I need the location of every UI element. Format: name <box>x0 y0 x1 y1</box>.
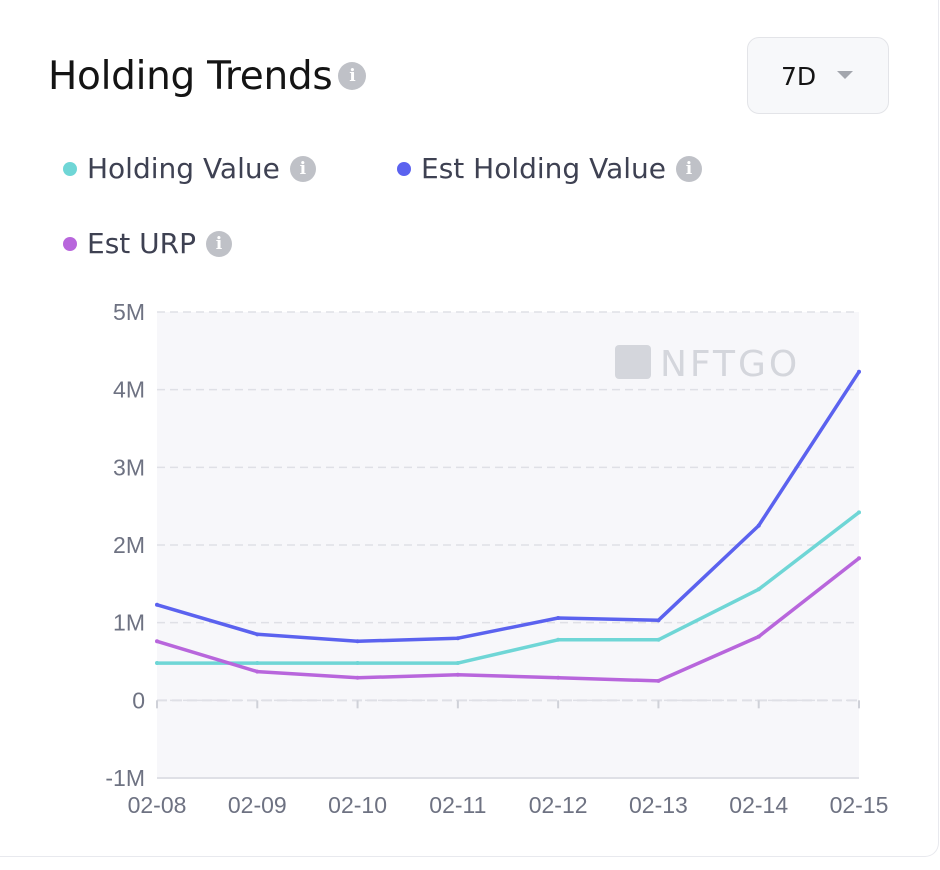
legend-item-holding-value[interactable]: Holding Value i <box>63 152 316 185</box>
legend-label-est-urp: Est URP <box>87 227 196 260</box>
x-tick-label: 02-10 <box>328 792 387 818</box>
data-point[interactable] <box>857 510 861 515</box>
series-line-est-urp[interactable] <box>155 556 861 683</box>
info-icon[interactable]: i <box>676 155 702 182</box>
data-point[interactable] <box>556 637 561 642</box>
x-tick-label: 02-12 <box>529 792 588 818</box>
info-icon[interactable]: i <box>289 155 316 182</box>
y-tick-label: 1M <box>113 610 145 636</box>
x-tick-label: 02-11 <box>429 792 486 818</box>
data-point[interactable] <box>656 678 661 683</box>
data-point[interactable] <box>155 602 159 607</box>
legend-item-est-holding-value[interactable]: Est Holding Value i <box>397 152 702 185</box>
data-point[interactable] <box>455 661 460 666</box>
y-tick-label: 2M <box>113 532 145 558</box>
data-point[interactable] <box>355 639 360 644</box>
data-point[interactable] <box>756 634 761 639</box>
series-line-holding-value[interactable] <box>155 510 861 665</box>
x-tick-label: 02-08 <box>128 792 187 818</box>
data-point[interactable] <box>355 661 360 666</box>
legend-label-holding-value: Holding Value <box>87 152 280 185</box>
data-point[interactable] <box>155 661 159 666</box>
nftgo-logo-icon <box>615 345 651 379</box>
y-tick-label: 4M <box>113 377 145 403</box>
nftgo-watermark: NFTGO <box>615 344 800 385</box>
timeframe-value: 7D <box>781 62 817 91</box>
legend-item-est-urp[interactable]: Est URP i <box>63 227 232 260</box>
data-point[interactable] <box>255 661 260 666</box>
data-point[interactable] <box>255 669 260 674</box>
data-point[interactable] <box>556 616 561 621</box>
data-point[interactable] <box>155 639 159 644</box>
y-tick-label: 5M <box>113 299 145 325</box>
y-tick-label: 3M <box>113 454 145 480</box>
data-point[interactable] <box>455 672 460 677</box>
data-point[interactable] <box>656 618 661 623</box>
x-tick-label: 02-09 <box>228 792 287 818</box>
holding-value-legend-dot <box>63 161 77 176</box>
timeframe-dropdown[interactable]: 7D <box>747 37 889 114</box>
data-point[interactable] <box>556 675 561 680</box>
data-point[interactable] <box>756 523 761 528</box>
chart-title-text: Holding Trends <box>48 54 333 99</box>
watermark-text: NFTGO <box>660 344 800 385</box>
x-tick-label: 02-13 <box>629 792 688 818</box>
data-point[interactable] <box>857 556 861 561</box>
data-point[interactable] <box>355 675 360 680</box>
chevron-down-icon <box>837 71 853 79</box>
est-holding-value-legend-dot <box>397 161 411 176</box>
data-point[interactable] <box>857 369 861 374</box>
chart-title: Holding Trends i <box>48 54 367 99</box>
data-point[interactable] <box>455 636 460 641</box>
title-info-icon[interactable]: i <box>338 61 367 90</box>
data-point[interactable] <box>255 632 260 637</box>
legend-label-est-holding-value: Est Holding Value <box>421 152 666 185</box>
series-line-est-holding-value[interactable] <box>155 370 861 644</box>
x-tick-label: 02-14 <box>729 792 788 818</box>
info-icon[interactable]: i <box>206 230 232 257</box>
data-point[interactable] <box>756 587 761 592</box>
x-tick-label: 02-15 <box>830 792 889 818</box>
data-point[interactable] <box>656 637 661 642</box>
y-tick-label: -1M <box>105 765 145 791</box>
est-urp-legend-dot <box>63 236 77 251</box>
y-tick-label: 0 <box>132 687 145 713</box>
